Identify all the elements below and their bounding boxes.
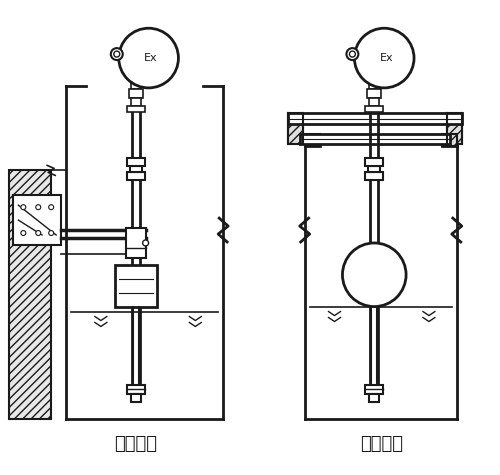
Circle shape — [342, 243, 406, 306]
Text: 架装固定: 架装固定 — [114, 435, 157, 453]
Bar — [368, 89, 381, 98]
Bar — [366, 172, 383, 180]
Bar — [368, 166, 380, 172]
Bar — [447, 113, 462, 143]
Bar — [370, 77, 379, 89]
Bar — [126, 159, 144, 166]
Circle shape — [21, 205, 26, 209]
Bar — [304, 133, 320, 145]
Bar — [366, 159, 383, 166]
Bar — [366, 106, 383, 112]
Bar — [442, 133, 457, 145]
Circle shape — [36, 205, 40, 209]
Bar — [130, 77, 140, 89]
Bar — [130, 98, 140, 106]
Circle shape — [114, 51, 120, 57]
Bar — [130, 394, 140, 402]
Bar — [370, 98, 379, 106]
Text: Ex: Ex — [144, 53, 158, 63]
Bar — [288, 113, 302, 143]
Circle shape — [48, 205, 54, 209]
Bar — [130, 166, 141, 172]
Bar — [366, 385, 383, 394]
Circle shape — [350, 51, 356, 57]
Bar — [128, 89, 142, 98]
Circle shape — [119, 28, 178, 88]
Text: 法兰固定: 法兰固定 — [360, 435, 403, 453]
Circle shape — [48, 230, 54, 236]
Bar — [126, 228, 146, 258]
Bar — [115, 265, 156, 306]
Circle shape — [346, 48, 358, 60]
Circle shape — [21, 230, 26, 236]
Bar — [126, 172, 144, 180]
Bar — [10, 171, 51, 419]
Circle shape — [36, 230, 40, 236]
Circle shape — [111, 48, 122, 60]
Bar — [14, 195, 61, 245]
Bar — [300, 133, 450, 143]
Circle shape — [142, 240, 148, 246]
Circle shape — [354, 28, 414, 88]
Bar — [370, 394, 379, 402]
Text: Ex: Ex — [380, 53, 393, 63]
Bar — [126, 106, 144, 112]
Bar — [126, 385, 144, 394]
Bar — [288, 113, 462, 124]
